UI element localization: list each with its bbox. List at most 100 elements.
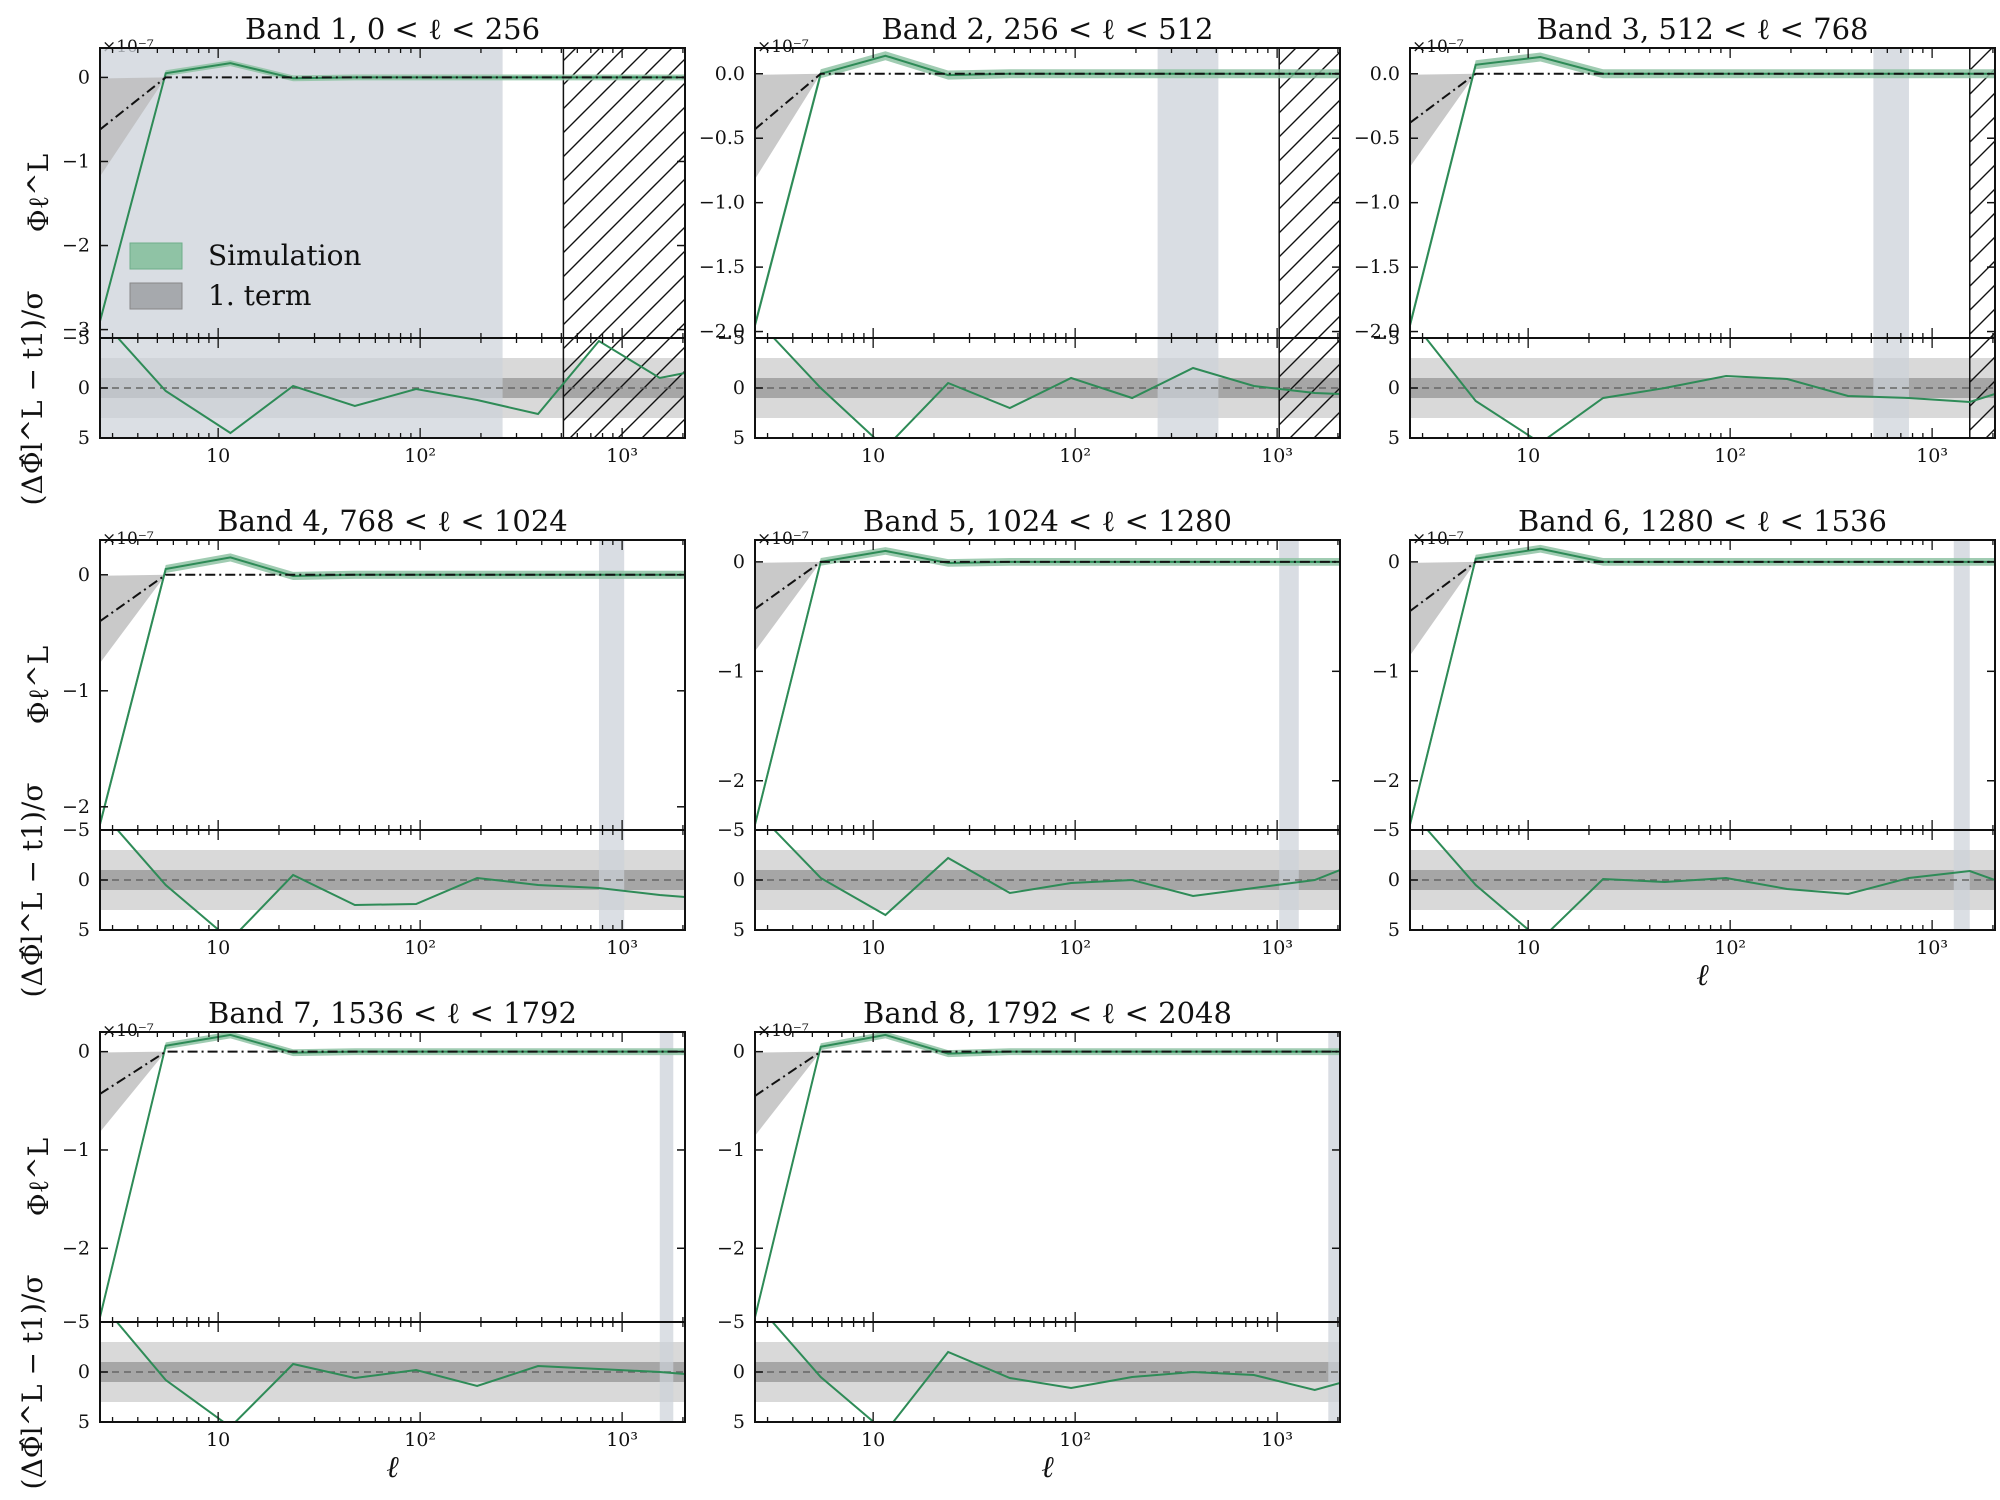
legend-label-simulation: Simulation	[208, 239, 361, 272]
x-axis-label: ℓ	[1041, 1450, 1054, 1485]
residual-line	[116, 338, 685, 435]
y-axis-label-bottom: (ΔΦ̂l^L − t1)/σ	[16, 291, 49, 506]
first-term-line	[100, 76, 685, 131]
first-term-band	[755, 1051, 1340, 1136]
simulation-line	[100, 556, 685, 825]
resid-plot-area	[100, 830, 685, 930]
y-tick-label: 0	[733, 1041, 745, 1063]
x-tick-label: 10	[1516, 445, 1540, 467]
resid-tick-label: −5	[1372, 819, 1400, 841]
first-term-line	[100, 573, 685, 623]
first-term-band	[755, 561, 1340, 652]
y-tick-label: −1.0	[699, 192, 745, 214]
panel-title: Band 3, 512 < ℓ < 768	[1536, 12, 1868, 46]
top-frame	[1409, 539, 1996, 831]
y-axis-label-bottom: (ΔΦ̂l^L − t1)/σ	[16, 1275, 49, 1490]
first-term-band	[100, 1051, 685, 1132]
y-tick-label: 0	[78, 564, 90, 586]
y-tick-label: −2.0	[1354, 321, 1400, 343]
x-tick-label: 10²	[1714, 445, 1746, 467]
y-tick-label: −2	[62, 235, 90, 257]
top-plot-area	[755, 48, 1340, 338]
top-frame	[754, 47, 1341, 339]
first-term-band	[1410, 561, 1995, 656]
x-tick-label: 10²	[1714, 937, 1746, 959]
simulation-line	[755, 1033, 1340, 1318]
x-tick-label: 10³	[606, 937, 638, 959]
top-plot-area	[1410, 48, 1995, 338]
top-frame	[754, 539, 1341, 831]
first-term-line	[1410, 560, 1995, 612]
y-tick-label: −1.5	[699, 256, 745, 278]
resid-plot-area	[755, 338, 1340, 438]
band-shade	[1953, 540, 1970, 830]
panel-title: Band 8, 1792 < ℓ < 2048	[863, 996, 1232, 1030]
y-tick-label: −1	[62, 680, 90, 702]
resid-tick-label: −5	[717, 1311, 745, 1333]
resid-tick-label: 5	[733, 919, 745, 941]
y-tick-label: 0	[1388, 551, 1400, 573]
y-tick-label: 0	[733, 551, 745, 573]
panel-title: Band 4, 768 < ℓ < 1024	[217, 504, 567, 538]
top-plot-area	[755, 1032, 1340, 1322]
resid-tick-label: 5	[78, 919, 90, 941]
x-tick-label: 10³	[1261, 445, 1293, 467]
hatch-region	[1278, 48, 1340, 338]
resid-tick-label: 5	[78, 1411, 90, 1433]
y-tick-label: −3	[62, 319, 90, 341]
x-tick-label: 10²	[404, 445, 436, 467]
resid-plot-area	[100, 1322, 685, 1422]
x-tick-label: 10³	[1261, 1429, 1293, 1451]
first-term-band	[1410, 73, 1995, 167]
y-axis-label-bottom: (ΔΦ̂l^L − t1)/σ	[16, 783, 49, 998]
simulation-band	[100, 1032, 685, 1321]
resid-tick-label: 0	[1388, 377, 1400, 399]
top-frame	[99, 1031, 686, 1323]
panel-band-2: Band 2, 256 < ℓ < 512×10⁻⁷0.0−0.5−1.0−1.…	[699, 12, 1341, 467]
y-tick-label: −2	[62, 796, 90, 818]
resid-plot-area	[755, 1322, 1340, 1422]
y-tick-label: −1	[717, 660, 745, 682]
first-term-band	[100, 574, 685, 663]
legend-label-first-term: 1. term	[208, 279, 311, 312]
first-term-line	[755, 1050, 1340, 1097]
x-tick-label: 10³	[1916, 445, 1948, 467]
top-plot-area	[100, 48, 685, 338]
first-term-line	[755, 560, 1340, 610]
band-shade	[598, 540, 625, 830]
resid-tick-label: 0	[733, 377, 745, 399]
simulation-band	[1410, 544, 1995, 829]
simulation-band	[755, 547, 1340, 829]
residual-line	[116, 830, 685, 930]
top-plot-area	[100, 540, 685, 830]
first-term-line	[1410, 72, 1995, 124]
resid-plot-area	[100, 338, 685, 438]
top-plot-area	[100, 1032, 685, 1322]
panel-title: Band 6, 1280 < ℓ < 1536	[1518, 504, 1887, 538]
resid-tick-label: 0	[78, 377, 90, 399]
resid-tick-label: −5	[62, 327, 90, 349]
top-frame	[99, 539, 686, 831]
y-axis-label-top: Φℓ^L	[22, 646, 55, 724]
simulation-band	[755, 51, 1340, 330]
resid-tick-label: 5	[733, 427, 745, 449]
x-axis-label: ℓ	[386, 1450, 399, 1485]
resid-tick-label: 0	[78, 1361, 90, 1383]
x-tick-label: 10	[206, 937, 230, 959]
y-tick-label: −1	[62, 1139, 90, 1161]
y-tick-label: 0.0	[715, 63, 745, 85]
resid-tick-label: 0	[1388, 869, 1400, 891]
band-shade	[1279, 540, 1299, 830]
first-term-line	[100, 1050, 685, 1095]
y-tick-label: −1.5	[1354, 256, 1400, 278]
residual-line	[1424, 338, 1995, 438]
y-tick-label: 0	[78, 1041, 90, 1063]
resid-tick-label: 0	[733, 869, 745, 891]
residual-line	[771, 1322, 1340, 1422]
y-tick-label: −1	[62, 150, 90, 172]
hatch-region	[562, 48, 685, 338]
